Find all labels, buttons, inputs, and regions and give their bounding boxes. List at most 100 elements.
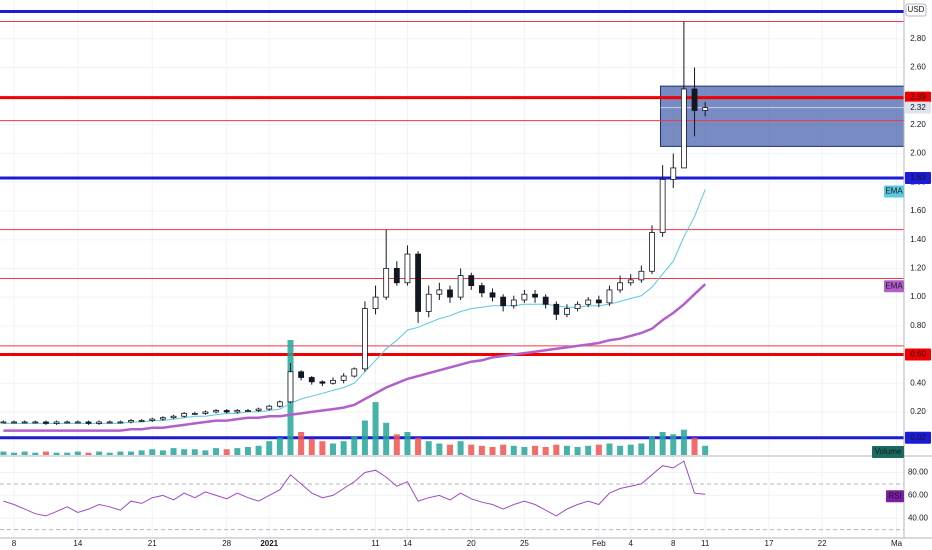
ema-tag: EMA — [885, 281, 903, 290]
volume-bar — [170, 448, 177, 455]
volume-bar — [42, 451, 49, 455]
candle-body — [159, 417, 166, 420]
x-tick-label: 21 — [148, 539, 157, 548]
candle-body — [43, 421, 49, 424]
rsi-tick-label: 40.00 — [908, 513, 929, 522]
candle-body — [64, 421, 71, 424]
y-tick-label: 1.60 — [910, 206, 926, 215]
volume-bar — [404, 432, 411, 455]
candle-body — [85, 421, 92, 424]
volume-bar — [393, 434, 400, 455]
volume-bar — [617, 445, 624, 455]
y-tick-label: 2.80 — [910, 34, 926, 43]
candle-body — [627, 279, 634, 284]
volume-bar — [542, 446, 549, 455]
y-tick-label: 1.20 — [910, 264, 926, 273]
y-tick-label: 2.60 — [910, 63, 926, 72]
volume-bar — [425, 441, 432, 455]
level-tag-bg — [905, 348, 931, 361]
level-tag: 1.83 — [910, 173, 926, 182]
candle-body — [330, 379, 336, 384]
candle-body — [181, 412, 188, 417]
volume-bar — [680, 429, 687, 455]
rsi-tag: RSI — [888, 491, 901, 500]
candle-body — [245, 410, 251, 412]
volume-bar — [202, 450, 209, 455]
volume-bar — [0, 451, 7, 455]
candle-body — [532, 293, 538, 298]
volume-bar — [649, 436, 656, 455]
candle-body — [553, 303, 560, 315]
candle-body — [223, 410, 230, 413]
candle-body — [606, 289, 613, 304]
candle-body — [393, 268, 400, 284]
volume-bar — [96, 451, 103, 455]
last-price-tag-bg — [905, 101, 931, 114]
level-tag: 0.02 — [910, 433, 926, 442]
candle-body — [585, 299, 592, 305]
volume-bar — [138, 450, 145, 455]
volume-bar — [521, 446, 528, 455]
candle-body — [74, 421, 81, 424]
x-tick-label: 14 — [73, 539, 82, 548]
last-price-tag: 2.32 — [910, 103, 926, 112]
volume-bar — [21, 451, 28, 455]
volume-bar — [159, 450, 166, 455]
volume-bar — [606, 443, 613, 455]
volume-bar — [255, 445, 262, 455]
level-tag-bg — [905, 91, 931, 104]
volume-bar — [691, 437, 698, 455]
candle-body — [11, 421, 17, 424]
candle-body — [53, 421, 60, 424]
x-tick-label: 20 — [467, 539, 476, 548]
candle-body — [649, 232, 655, 272]
candle-body — [500, 296, 507, 307]
volume-bar — [223, 449, 230, 455]
candle-body — [670, 167, 677, 180]
volume-bar — [595, 444, 602, 455]
candle-body — [106, 421, 113, 424]
volume-bar — [11, 452, 18, 455]
volume-bar — [319, 441, 326, 455]
candle-body — [415, 253, 421, 312]
x-tick-label: 14 — [403, 539, 412, 548]
candle-body — [362, 308, 368, 370]
volume-bar — [266, 441, 273, 455]
x-tick-label: 28 — [222, 539, 231, 548]
volume-bar — [563, 445, 570, 455]
volume-bar — [181, 449, 188, 455]
volume-bar — [53, 452, 60, 455]
volume-bar — [383, 422, 390, 455]
volume-bar — [670, 434, 677, 455]
volume-bar — [446, 444, 453, 455]
x-tick-label: Feb — [592, 539, 606, 548]
level-tag: 2.39 — [910, 93, 926, 102]
volume-bar — [244, 446, 251, 455]
x-tick-label: 4 — [629, 539, 634, 548]
candle-body — [234, 410, 241, 413]
y-tick-label: 0.80 — [910, 321, 926, 330]
candle-body — [638, 270, 645, 281]
candle-body — [542, 296, 549, 305]
volume-bar — [117, 451, 124, 455]
candle-body — [128, 420, 134, 423]
volume-tag: Volume — [875, 447, 902, 456]
volume-bar — [532, 445, 539, 455]
ema-tag-bg — [884, 185, 904, 198]
volume-bar — [702, 445, 709, 455]
candle-body — [595, 299, 602, 304]
candle-body — [32, 421, 39, 424]
candle-body — [21, 421, 28, 424]
volume-bar — [372, 402, 379, 455]
candle-body — [276, 401, 283, 407]
volume-bar — [351, 436, 358, 455]
volume-tag-bg — [872, 446, 904, 458]
candle-body — [372, 296, 379, 309]
candle-body — [681, 88, 687, 169]
currency-bg — [905, 3, 927, 17]
x-tick-label: 8 — [671, 539, 676, 548]
candle-body — [702, 107, 709, 111]
volume-bar — [627, 444, 634, 455]
candle-body — [425, 293, 432, 312]
